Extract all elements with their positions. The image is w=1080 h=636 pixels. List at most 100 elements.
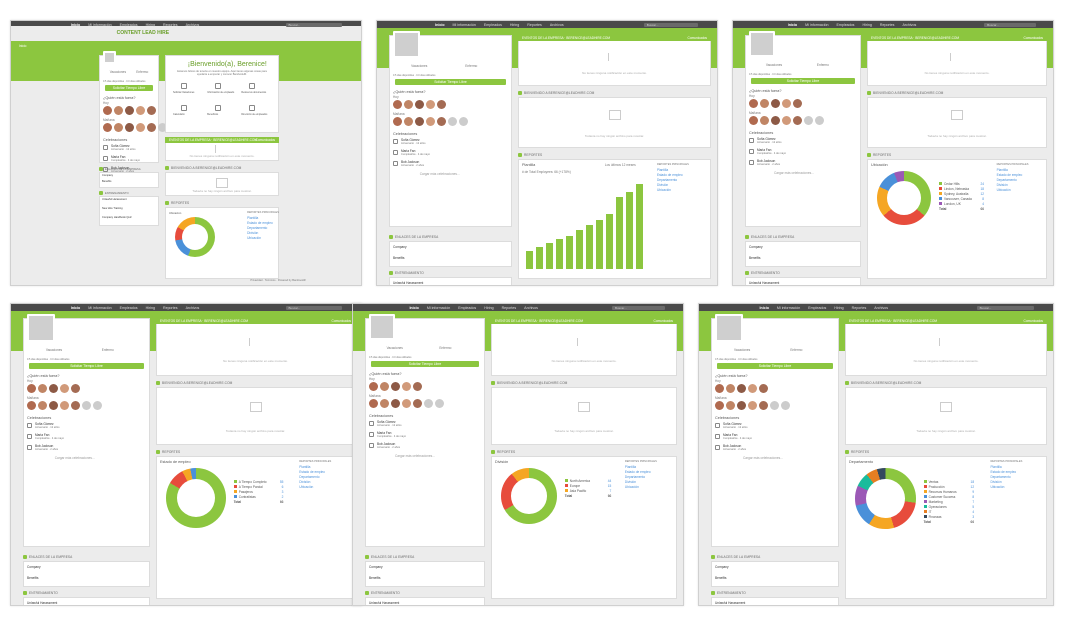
nav-item-2[interactable]: Empleados [458, 305, 477, 310]
nav-item-1[interactable]: Mi información [452, 22, 476, 27]
report-link[interactable]: Plantilla [624, 465, 637, 469]
employee-avatar[interactable] [748, 401, 757, 411]
employee-avatar[interactable] [147, 123, 156, 133]
employee-avatar[interactable] [737, 401, 746, 411]
training-item[interactable]: Unlawful Harassment [393, 281, 424, 285]
legend-value[interactable]: 2 [281, 494, 284, 499]
report-link[interactable]: Estado de empleo [990, 470, 1017, 474]
nav-item-3[interactable]: Hiring [862, 22, 872, 27]
tab-enfermo[interactable]: Enfermo [439, 346, 452, 351]
nav-item-3[interactable]: Hiring [145, 305, 155, 310]
load-more-celebrations[interactable]: Cargar más celebraciones... [743, 456, 783, 461]
announcements-link[interactable]: Comunicados [687, 36, 708, 40]
employee-avatar[interactable] [158, 123, 167, 133]
tab-vacaciones[interactable]: Vacaciones [765, 62, 783, 67]
employee-avatar[interactable] [136, 123, 145, 133]
employee-avatar[interactable] [726, 384, 735, 394]
report-link[interactable]: Plantilla [996, 168, 1008, 172]
report-link[interactable]: División [990, 480, 1002, 484]
employee-avatar[interactable] [125, 123, 134, 133]
announcements-link[interactable]: Comunicados [331, 319, 352, 323]
nav-item-1[interactable]: Mi información [88, 305, 112, 310]
nav-item-4[interactable]: Reportes [527, 22, 542, 27]
report-link[interactable]: Ubicación [247, 236, 262, 240]
search-input[interactable]: Buscar... [611, 305, 666, 310]
announcements-link[interactable]: Comunicados [1023, 319, 1044, 323]
nav-item-2[interactable]: Empleados [119, 305, 138, 310]
employee-avatar[interactable] [715, 384, 724, 394]
nav-item-3[interactable]: Hiring [509, 22, 520, 27]
employee-avatar[interactable] [426, 100, 435, 110]
employee-avatar[interactable] [413, 399, 422, 409]
search-input[interactable]: Buscar... [976, 305, 1034, 310]
legend-value[interactable]: 3 [281, 489, 284, 494]
welcome-tile[interactable]: Información de empleado [207, 91, 235, 94]
training-item[interactable]: Company Handbook Quiz [102, 216, 132, 219]
nav-item-4[interactable]: Reportes [879, 22, 895, 27]
employee-avatar[interactable] [369, 382, 378, 392]
employee-avatar[interactable] [424, 399, 433, 409]
report-link[interactable]: División [996, 183, 1008, 187]
legend-value[interactable]: 8 [972, 495, 975, 500]
employee-avatar[interactable] [369, 399, 378, 409]
load-more-celebrations[interactable]: Cargar más celebraciones... [395, 454, 435, 459]
company-link[interactable]: Company [27, 565, 41, 569]
report-link[interactable]: Plantilla [656, 168, 669, 172]
avatar[interactable] [749, 31, 775, 57]
report-link[interactable]: División [656, 183, 669, 187]
legend-value[interactable]: 15 [607, 484, 612, 489]
nav-item-0[interactable]: Inicio [759, 305, 769, 310]
employee-avatar[interactable] [82, 400, 91, 410]
employee-avatar[interactable] [380, 382, 389, 392]
avatar[interactable] [715, 314, 744, 343]
avatar[interactable] [27, 314, 55, 342]
employee-avatar[interactable] [380, 399, 389, 409]
company-link[interactable]: Company [715, 565, 729, 569]
nav-item-1[interactable]: Mi información [426, 305, 451, 310]
legend-value[interactable]: 18 [980, 186, 984, 191]
company-link[interactable]: Benefits [393, 256, 405, 260]
nav-item-3[interactable]: Hiring [834, 305, 844, 310]
celebration-name[interactable]: Sofía Gómez [111, 144, 130, 149]
nav-item-1[interactable]: Mi información [805, 22, 829, 27]
report-link[interactable]: Ubicación [996, 188, 1011, 192]
welcome-tile[interactable]: Revisa tus documentos [241, 91, 267, 94]
welcome-tile[interactable]: Directorio de empleados [241, 113, 268, 116]
employee-avatar[interactable] [782, 98, 791, 108]
report-link[interactable]: Estado de empleo [624, 470, 651, 474]
legend-value[interactable]: 18 [970, 480, 975, 485]
report-link[interactable]: Estado de empleo [299, 470, 325, 474]
report-link[interactable]: Estado de empleo [656, 173, 683, 177]
nav-item-4[interactable]: Reportes [851, 305, 867, 310]
nav-item-3[interactable]: Hiring [484, 305, 494, 310]
employee-avatar[interactable] [793, 98, 802, 108]
legend-value[interactable]: 3 [972, 515, 975, 520]
nav-item-5[interactable]: Archivos [549, 22, 564, 27]
tab-vacaciones[interactable]: Vacaciones [411, 64, 428, 69]
employee-avatar[interactable] [793, 115, 802, 125]
legend-value[interactable]: 5 [972, 505, 975, 510]
report-link[interactable]: Plantilla [299, 465, 311, 469]
load-more-celebrations[interactable]: Cargar más celebraciones... [54, 455, 95, 460]
training-item[interactable]: Unlawful Harassment [369, 601, 400, 605]
employee-avatar[interactable] [60, 383, 69, 393]
company-link[interactable]: Benefits [27, 576, 39, 580]
report-link[interactable]: Ubicación [624, 485, 639, 489]
employee-avatar[interactable] [435, 399, 444, 409]
nav-item-2[interactable]: Empleados [483, 22, 502, 27]
company-link[interactable]: Benefits [102, 180, 112, 183]
welcome-tile[interactable]: Beneficios [207, 113, 219, 116]
nav-item-2[interactable]: Empleados [119, 22, 138, 27]
training-item[interactable]: New Hire Training [102, 207, 123, 210]
report-link[interactable]: División [299, 480, 311, 484]
nav-item-0[interactable]: Inicio [70, 22, 81, 27]
welcome-tile[interactable]: Solicitar Vacaciones [173, 91, 195, 94]
celebration-name[interactable]: Sofía Gómez [757, 136, 776, 141]
report-link[interactable]: División [247, 231, 259, 235]
employee-avatar[interactable] [38, 383, 47, 393]
employee-avatar[interactable] [60, 400, 69, 410]
employee-avatar[interactable] [393, 117, 402, 127]
nav-item-5[interactable]: Archivos [185, 305, 200, 310]
request-time-off-button[interactable]: Solicitar Tiempo Libre [371, 361, 479, 368]
nav-item-1[interactable]: Mi información [88, 22, 112, 27]
